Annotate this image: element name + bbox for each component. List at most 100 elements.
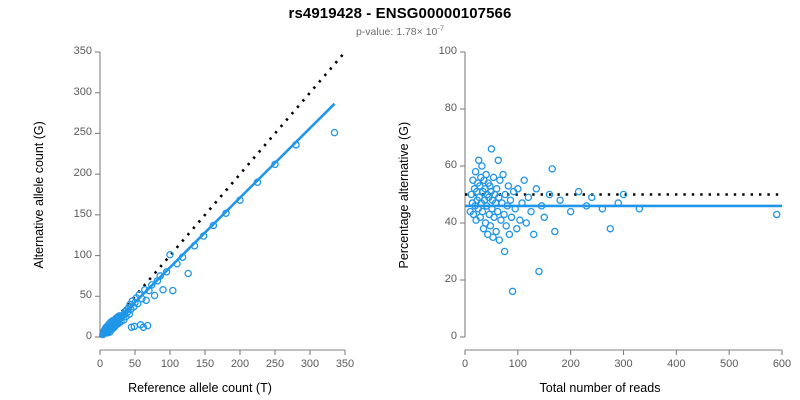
data-point (148, 281, 156, 289)
y-tick-label: 0 (85, 330, 92, 342)
data-point (156, 272, 164, 280)
data-point (487, 145, 496, 153)
data-point (488, 204, 496, 213)
data-points (466, 145, 781, 296)
x-tick-label: 250 (265, 358, 285, 370)
data-point (489, 173, 498, 182)
data-point (166, 251, 174, 259)
data-point (162, 268, 171, 276)
pvalue-mantissa: p-value: 1.78 (355, 26, 417, 38)
y-axis-title: Alternative allele count (G) (32, 120, 46, 268)
y-tick-label: 0 (450, 330, 457, 342)
x-tick-label: 0 (461, 358, 469, 370)
data-point (520, 176, 528, 184)
data-point (495, 193, 503, 202)
data-point (566, 207, 575, 216)
panel-percentage-alternative: 0 20 40 60 80 100 0 100 200 300 400 500 600 Total num… (397, 0, 800, 400)
x-tick-label: 0 (96, 358, 104, 370)
data-point (518, 199, 526, 207)
data-point (582, 202, 591, 210)
data-point (190, 242, 199, 250)
data-point (150, 291, 159, 300)
y-tick-label: 350 (73, 45, 92, 57)
data-point (145, 286, 153, 295)
data-point (330, 128, 339, 137)
data-point (486, 222, 495, 230)
x-tick-label: 300 (300, 358, 320, 370)
data-point (159, 286, 167, 294)
data-point (598, 204, 607, 213)
data-point (134, 299, 142, 308)
y-tick-label: 150 (73, 207, 92, 220)
data-point (574, 187, 583, 196)
data-point (548, 165, 556, 173)
y-tick-label: 60 (444, 159, 457, 171)
data-point (222, 209, 230, 217)
y-tick-label: 100 (438, 45, 457, 57)
y-tick-label: 100 (73, 248, 92, 261)
x-tick-label: 100 (160, 358, 180, 370)
data-point (516, 216, 524, 224)
figure-title: rs4919428 - ENSG00000107566 (288, 5, 512, 22)
data-point (545, 190, 554, 199)
data-point (606, 224, 615, 233)
data-point (513, 224, 521, 233)
data-point (489, 233, 497, 241)
y-tick-label: 40 (444, 216, 457, 228)
data-point (478, 207, 487, 216)
data-point (499, 170, 507, 179)
data-point (141, 286, 149, 294)
data-point (236, 196, 244, 204)
axes (95, 51, 346, 355)
data-point (504, 182, 513, 190)
data-point (522, 219, 531, 227)
data-point (524, 193, 533, 202)
data-point (540, 213, 548, 222)
data-point (500, 247, 509, 256)
data-point (138, 294, 146, 303)
data-point (492, 185, 501, 193)
data-point (497, 216, 505, 224)
x-tick-label: 600 (772, 358, 792, 370)
x-axis-title: Total number of reads (539, 381, 661, 395)
reference-line (99, 51, 346, 338)
data-point (178, 253, 187, 261)
x-tick-label: 100 (508, 358, 527, 370)
data-point (143, 321, 152, 330)
y-tick-label: 300 (73, 85, 92, 98)
x-tick-label: 400 (667, 358, 686, 370)
data-point (125, 310, 134, 318)
data-point (501, 190, 509, 199)
data-point (474, 156, 483, 165)
data-point (588, 193, 596, 202)
data-point (142, 296, 150, 305)
data-point (494, 207, 502, 216)
data-point (537, 202, 546, 210)
x-tick-label: 200 (230, 358, 250, 370)
data-point (535, 267, 543, 276)
data-point (253, 178, 262, 187)
percentage-alternative-plot (460, 51, 783, 355)
data-point (511, 204, 519, 213)
data-point (532, 185, 541, 193)
y-axis-title: Percentage alternative (G) (397, 121, 411, 268)
data-point (635, 204, 644, 213)
x-tick-label: 500 (719, 358, 739, 370)
pvalue-exponent: -7 (437, 23, 445, 33)
reference-line-segment (99, 51, 346, 338)
panel-allele-counts: 0 50 100 150 200 250 300 350 0 50 100 150 200 250 300 3… (32, 45, 354, 395)
allele-counts-plot (95, 51, 346, 355)
data-point (173, 259, 181, 268)
data-point (492, 227, 500, 236)
data-point (614, 199, 622, 207)
data-points (99, 128, 339, 339)
data-point (556, 196, 564, 204)
data-point (169, 286, 177, 295)
data-point (505, 230, 514, 239)
data-point (619, 190, 628, 199)
data-point (184, 269, 192, 278)
x-tick-label: 200 (561, 358, 580, 370)
x-tick-label: 150 (195, 358, 215, 370)
data-point (508, 287, 517, 296)
